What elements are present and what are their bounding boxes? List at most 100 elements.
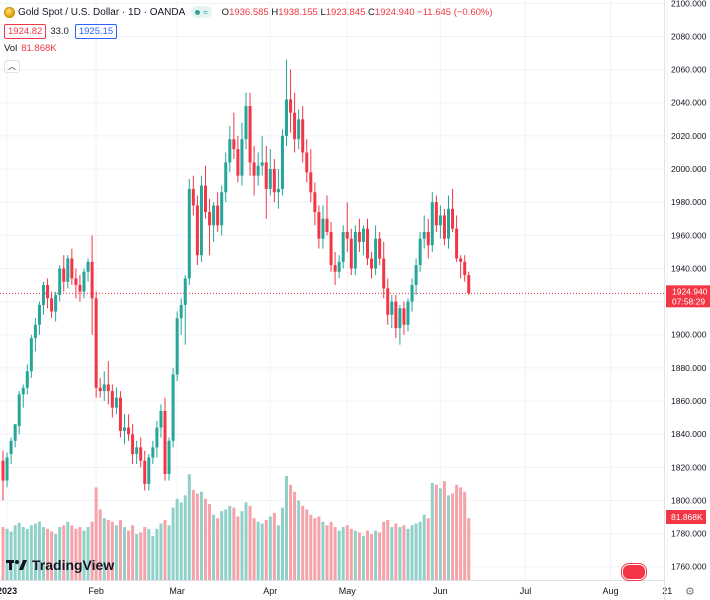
volume-bar [333, 527, 337, 580]
volume-bar [430, 482, 434, 580]
gear-icon[interactable]: ⚙ [685, 586, 695, 598]
candle-body [459, 258, 463, 262]
candle-body [256, 165, 260, 176]
volume-bar [50, 531, 54, 580]
candle-body [442, 215, 446, 239]
candle-body [434, 202, 438, 226]
y-tick-label: 2020.000 [671, 131, 707, 141]
y-tick-label: 1780.000 [671, 529, 707, 539]
close-value: 1924.940 [374, 6, 415, 18]
volume-bar [276, 525, 280, 580]
candle-body [118, 397, 122, 431]
high-value: 1938.155 [278, 6, 318, 18]
candle-body [62, 268, 66, 282]
candle-body [50, 298, 54, 312]
candle-body [398, 308, 402, 329]
symbol-title[interactable]: Gold Spot / U.S. Dollar · 1D · OANDA [18, 6, 186, 18]
volume-bar [171, 507, 175, 580]
candle-body [305, 152, 309, 173]
candle-body [289, 99, 293, 113]
tradingview-logo-icon [6, 560, 27, 570]
candle-body [321, 218, 325, 239]
candle-body [309, 172, 313, 193]
currency-flag-icon[interactable] [622, 564, 646, 580]
x-tick-label: Mar [169, 586, 185, 596]
wave-icon: ≈ [203, 7, 208, 17]
volume-bar [280, 507, 284, 580]
candle-body [216, 205, 220, 226]
volume-bar [118, 520, 122, 580]
chart-legend: Gold Spot / U.S. Dollar · 1D · OANDA ≈ O… [4, 4, 493, 73]
volume-bar [447, 495, 450, 580]
candle-body [451, 208, 455, 229]
candle-body [5, 457, 9, 481]
candle-body [329, 232, 333, 266]
live-status-icon[interactable]: ≈ [191, 6, 212, 18]
volume-bar [147, 528, 151, 580]
candle-body [220, 192, 224, 226]
high-label: H [271, 6, 279, 18]
volume-bar [82, 530, 86, 580]
volume-bar [337, 530, 341, 580]
tradingview-wordmark: TradingView [32, 557, 115, 573]
sell-price-button[interactable]: 1924.82 [4, 23, 47, 39]
candle-body [139, 447, 143, 461]
candle-body [337, 261, 341, 272]
candle-body [349, 238, 353, 269]
low-value: 1923.845 [325, 6, 366, 18]
x-tick-label: Aug [602, 586, 618, 596]
volume-bar [317, 516, 321, 580]
candle-body [301, 119, 305, 153]
candle-body [42, 285, 45, 305]
y-tick-label: 1840.000 [671, 429, 707, 439]
collapse-legend-button[interactable]: ︿ [4, 60, 20, 73]
volume-bar [183, 495, 187, 580]
y-tick-label: 1880.000 [671, 363, 707, 373]
collapse-chevron-icon: ︿ [8, 62, 16, 71]
volume-bar [151, 535, 155, 580]
volume-bar [1, 527, 5, 580]
volume-bar [309, 514, 313, 580]
volume-bar [418, 521, 422, 580]
y-tick-label: 2080.000 [671, 31, 707, 41]
live-dot-icon [195, 9, 201, 15]
candle-body [244, 106, 248, 140]
last-price-tag [666, 285, 710, 308]
volume-bar [394, 523, 398, 580]
x-tick-label: Jun [433, 586, 448, 596]
candle-body [135, 447, 139, 455]
candle-body [179, 304, 183, 319]
volume-bar [131, 525, 135, 580]
volume-bar [293, 491, 297, 580]
volume-bar [78, 527, 82, 580]
volume-bar [159, 523, 163, 580]
candle-body [463, 261, 467, 276]
candle-body [21, 387, 25, 395]
spread-value: 33.0 [50, 25, 69, 37]
tradingview-logo[interactable]: TradingView [6, 557, 114, 573]
y-tick-label: 2000.000 [671, 164, 707, 174]
volume-bar [297, 500, 301, 580]
volume-bar [155, 528, 159, 580]
y-tick-label: 1960.000 [671, 230, 707, 240]
candle-body [430, 202, 434, 246]
buy-price-button[interactable]: 1925.15 [74, 23, 118, 39]
countdown-label: 07:58:29 [672, 296, 705, 306]
volume-bar [289, 484, 293, 580]
volume-bar [25, 528, 29, 580]
volume-bar [442, 481, 446, 580]
volume-bar [325, 525, 329, 580]
volume-label[interactable]: Vol [4, 42, 18, 54]
candle-body [418, 238, 422, 266]
volume-bar [236, 516, 240, 580]
volume-bar [459, 487, 463, 580]
volume-bar [220, 511, 224, 580]
candle-body [82, 271, 86, 292]
candle-body [86, 261, 90, 272]
volume-bar [366, 530, 369, 580]
volume-bar [232, 507, 236, 580]
candle-body [426, 232, 430, 246]
volume-bar [349, 528, 353, 580]
candle-body [163, 410, 167, 474]
